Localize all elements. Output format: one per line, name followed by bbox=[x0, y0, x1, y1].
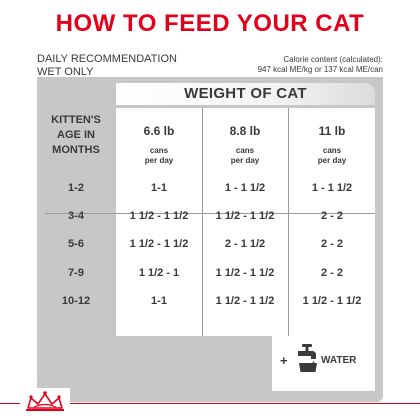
table-cell: 1-1 bbox=[151, 295, 167, 307]
weight-unit: cans per day bbox=[202, 146, 288, 166]
table-cell: 1-1 bbox=[151, 182, 167, 194]
table-cell: 1 1/2 - 1 1/2 bbox=[215, 267, 275, 279]
table-cell: 1 1/2 - 1 bbox=[138, 267, 180, 279]
daily-recommendation-line2: WET ONLY bbox=[37, 66, 94, 78]
table-cell: 1 1/2 - 1 1/2 bbox=[129, 210, 189, 222]
age-cell: 3-4 bbox=[68, 210, 84, 222]
table-cell: 1 - 1 1/2 bbox=[224, 182, 266, 194]
faucet-icon bbox=[298, 344, 317, 372]
weight-value: 6.6 lb bbox=[143, 124, 175, 138]
unit-line: cans bbox=[235, 146, 255, 155]
age-cell: 1-2 bbox=[68, 182, 84, 194]
calorie-line2: 947 kcal ME/kg or 137 kcal ME/can bbox=[257, 65, 383, 74]
unit-line: per day bbox=[317, 156, 347, 165]
bottom-divider bbox=[0, 403, 420, 404]
table-body bbox=[116, 108, 375, 336]
age-header-line: KITTEN'S bbox=[51, 114, 101, 126]
weight-unit: cans per day bbox=[289, 146, 375, 166]
water-box: + WATER bbox=[272, 336, 375, 391]
weight-column-header: 11 lb cans per day bbox=[289, 124, 375, 166]
weight-header: WEIGHT OF CAT bbox=[184, 85, 307, 102]
weight-unit: cans per day bbox=[116, 146, 202, 166]
table-cell: 1 1/2 - 1 1/2 bbox=[215, 295, 275, 307]
unit-line: per day bbox=[230, 156, 260, 165]
column-divider bbox=[288, 108, 289, 336]
table-cell: 1 1/2 - 1 1/2 bbox=[215, 210, 275, 222]
daily-recommendation: DAILY RECOMMENDATION WET ONLY bbox=[37, 53, 177, 79]
table-cell: 1 1/2 - 1 1/2 bbox=[302, 295, 362, 307]
age-cell: 7-9 bbox=[68, 267, 84, 279]
weight-column-header: 8.8 lb cans per day bbox=[202, 124, 288, 166]
unit-line: cans bbox=[149, 146, 169, 155]
column-divider bbox=[202, 108, 203, 336]
plus-sign: + bbox=[280, 353, 288, 368]
daily-recommendation-line1: DAILY RECOMMENDATION bbox=[37, 53, 177, 65]
age-header-line: MONTHS bbox=[52, 144, 100, 156]
water-label: WATER bbox=[321, 355, 357, 366]
feeding-table: WEIGHT OF CAT + WATER KITTEN'S AGE IN MO… bbox=[37, 77, 383, 402]
weight-column-header: 6.6 lb cans per day bbox=[116, 124, 202, 166]
calorie-line1: Calorie content (calculated): bbox=[283, 55, 383, 64]
age-header-line: AGE IN bbox=[57, 129, 95, 141]
age-header: KITTEN'S AGE IN MONTHS bbox=[39, 113, 113, 158]
age-cell: 10-12 bbox=[61, 295, 91, 307]
weight-value: 8.8 lb bbox=[229, 124, 261, 138]
age-cell: 5-6 bbox=[68, 238, 84, 250]
table-cell: 2 - 2 bbox=[320, 210, 343, 222]
unit-line: cans bbox=[322, 146, 342, 155]
header-divider bbox=[45, 213, 375, 214]
table-cell: 1 1/2 - 1 1/2 bbox=[129, 238, 189, 250]
table-cell: 2 - 2 bbox=[320, 267, 343, 279]
weight-value: 11 lb bbox=[318, 124, 346, 138]
table-cell: 2 - 1 1/2 bbox=[224, 238, 266, 250]
unit-line: per day bbox=[144, 156, 174, 165]
crown-logo-icon bbox=[20, 388, 70, 416]
table-cell: 1 - 1 1/2 bbox=[311, 182, 353, 194]
weight-header-band bbox=[116, 83, 375, 105]
calorie-content: Calorie content (calculated): 947 kcal M… bbox=[258, 55, 383, 75]
table-cell: 2 - 2 bbox=[320, 238, 343, 250]
page-title: HOW TO FEED YOUR CAT bbox=[55, 10, 365, 37]
